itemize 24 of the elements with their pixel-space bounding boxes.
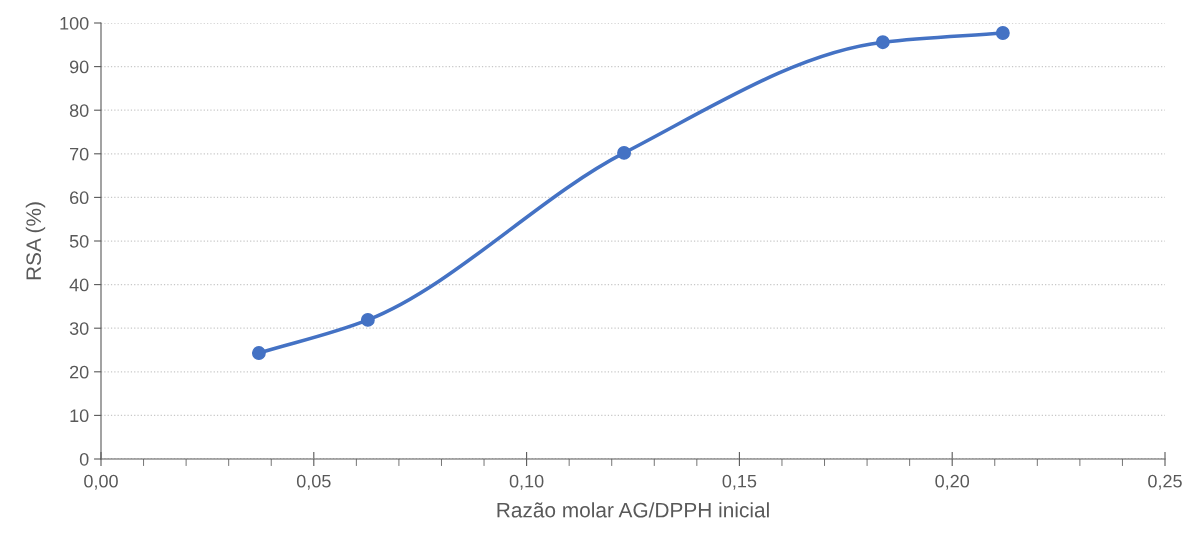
- point: [875, 35, 890, 50]
- x-tick-label: 0,15: [722, 474, 757, 490]
- y-tick-label: 40: [69, 278, 89, 292]
- y-tick-label: 100: [60, 16, 89, 30]
- point: [251, 346, 266, 360]
- y-tick-label: 30: [69, 322, 89, 335]
- point: [995, 26, 1010, 40]
- y-tick-label: 60: [70, 191, 89, 205]
- y-tick-label: 80: [69, 104, 89, 117]
- x-tick-label: 0,25: [1148, 474, 1182, 490]
- y-axis-title: RSA (%): [25, 202, 46, 280]
- point: [360, 312, 375, 327]
- y-tick-label: 70: [70, 147, 89, 161]
- y-tick-label: 10: [70, 409, 89, 423]
- y-tick-label: 20: [70, 365, 89, 379]
- y-tick-label: 90: [69, 60, 89, 74]
- x-tick-label: 0,10: [509, 474, 544, 490]
- x-tick-label: 0,05: [296, 474, 331, 490]
- x-axis-title: Razão molar AG/DPPH inicial: [497, 502, 769, 518]
- point: [617, 145, 632, 160]
- y-tick-label: 0: [79, 452, 89, 466]
- x-tick-label: 0,20: [935, 474, 970, 490]
- y-tick-label: 50: [69, 234, 89, 248]
- x-tick-label: 0,00: [84, 474, 118, 490]
